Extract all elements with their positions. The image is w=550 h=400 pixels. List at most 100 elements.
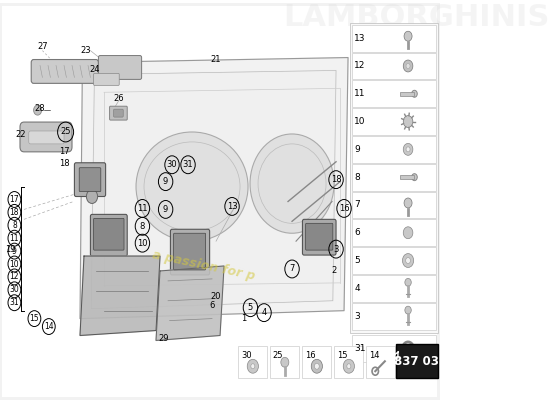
FancyBboxPatch shape	[109, 106, 127, 120]
Text: 27: 27	[37, 42, 48, 51]
Polygon shape	[80, 58, 348, 319]
Bar	[352, 80, 436, 107]
Text: 19: 19	[5, 245, 15, 254]
Bar	[334, 346, 363, 378]
FancyBboxPatch shape	[94, 218, 124, 250]
Circle shape	[406, 147, 410, 152]
Circle shape	[404, 31, 412, 41]
Text: 18: 18	[59, 159, 70, 168]
Text: 8: 8	[354, 173, 360, 182]
FancyBboxPatch shape	[29, 131, 64, 144]
Circle shape	[315, 363, 319, 369]
Circle shape	[34, 105, 42, 115]
Bar	[239, 346, 267, 378]
Circle shape	[405, 278, 411, 286]
FancyBboxPatch shape	[174, 233, 206, 270]
Ellipse shape	[250, 134, 334, 233]
Text: 31: 31	[183, 160, 194, 169]
Text: 18: 18	[10, 208, 19, 217]
Text: 837 03: 837 03	[394, 355, 439, 368]
Text: 4: 4	[354, 284, 360, 293]
Text: 30: 30	[9, 285, 19, 294]
Text: 12: 12	[10, 272, 19, 282]
Text: 28: 28	[35, 104, 45, 113]
Circle shape	[403, 60, 413, 72]
Text: 5: 5	[354, 256, 360, 265]
Bar	[302, 346, 331, 378]
Bar	[271, 346, 299, 378]
Text: 7: 7	[354, 200, 360, 210]
FancyBboxPatch shape	[31, 60, 98, 83]
Text: 10: 10	[137, 239, 147, 248]
Bar	[352, 164, 436, 190]
FancyBboxPatch shape	[94, 74, 119, 85]
Circle shape	[403, 254, 414, 268]
Bar	[352, 25, 436, 52]
FancyBboxPatch shape	[114, 109, 123, 117]
Text: 13: 13	[354, 34, 366, 43]
FancyBboxPatch shape	[79, 168, 101, 192]
Text: 9: 9	[354, 145, 360, 154]
Text: LAMBORGHINIS: LAMBORGHINIS	[283, 3, 549, 32]
Circle shape	[406, 258, 410, 264]
FancyBboxPatch shape	[302, 219, 336, 255]
Text: 5: 5	[248, 303, 253, 312]
Bar	[352, 108, 436, 135]
FancyBboxPatch shape	[90, 214, 127, 256]
FancyBboxPatch shape	[74, 163, 106, 196]
Polygon shape	[156, 266, 224, 340]
Bar	[352, 52, 436, 79]
Circle shape	[347, 364, 351, 369]
Text: 11: 11	[137, 204, 147, 213]
Circle shape	[403, 116, 413, 128]
Text: 29: 29	[159, 334, 169, 343]
Text: 6: 6	[354, 228, 360, 237]
Text: 4: 4	[261, 308, 267, 317]
Text: 31: 31	[9, 298, 19, 307]
Circle shape	[403, 227, 413, 239]
FancyBboxPatch shape	[98, 56, 141, 79]
Text: 8: 8	[140, 222, 145, 231]
Circle shape	[406, 64, 410, 68]
Circle shape	[311, 359, 322, 373]
Text: 15: 15	[30, 314, 39, 323]
Text: 23: 23	[80, 46, 91, 55]
Text: a passion for p: a passion for p	[151, 249, 257, 283]
Text: 22: 22	[15, 130, 26, 140]
Text: 3: 3	[333, 245, 339, 254]
FancyBboxPatch shape	[306, 223, 333, 250]
Bar	[400, 92, 415, 96]
Text: 14: 14	[369, 351, 379, 360]
Text: 11: 11	[10, 234, 19, 243]
Text: 16: 16	[339, 204, 349, 213]
Text: 15: 15	[337, 351, 348, 360]
Text: 26: 26	[113, 94, 124, 103]
Bar	[352, 336, 436, 362]
Circle shape	[251, 364, 255, 369]
Text: 10: 10	[354, 117, 366, 126]
Text: 9: 9	[12, 247, 17, 256]
Circle shape	[411, 90, 417, 97]
Ellipse shape	[136, 132, 248, 241]
Circle shape	[248, 359, 258, 373]
Text: 30: 30	[241, 351, 251, 360]
Text: 25: 25	[60, 128, 71, 136]
Circle shape	[404, 198, 412, 208]
Text: 25: 25	[273, 351, 283, 360]
Text: 30: 30	[167, 160, 177, 169]
Bar	[400, 175, 415, 179]
Text: 17: 17	[59, 147, 69, 156]
Circle shape	[411, 174, 417, 181]
Text: 9: 9	[163, 177, 168, 186]
Bar	[396, 344, 438, 378]
Circle shape	[86, 190, 97, 204]
Text: 16: 16	[305, 351, 316, 360]
Text: 14: 14	[44, 322, 53, 331]
Text: 1: 1	[241, 314, 246, 323]
Text: 9: 9	[163, 205, 168, 214]
Text: 21: 21	[211, 55, 221, 64]
FancyBboxPatch shape	[20, 122, 72, 152]
Circle shape	[281, 357, 289, 367]
Circle shape	[343, 359, 354, 373]
Bar	[352, 275, 436, 302]
